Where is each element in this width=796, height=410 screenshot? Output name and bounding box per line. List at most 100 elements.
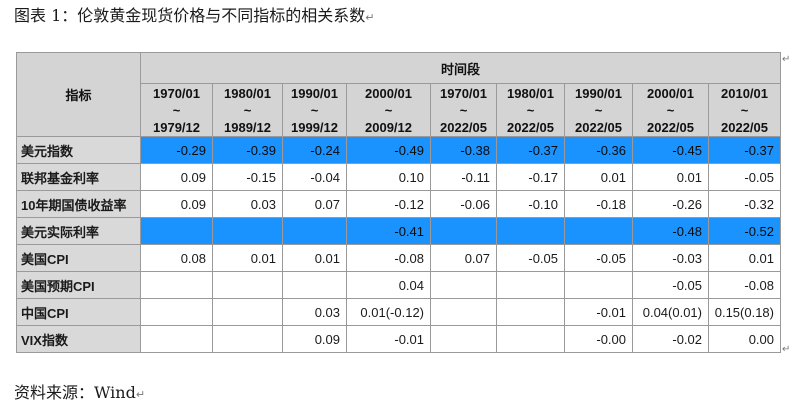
table-row: 美元指数 -0.29 -0.39 -0.24 -0.49 -0.38 -0.37 -0.36-…: [16, 136, 781, 164]
table-cell: [430, 271, 497, 299]
table-cell: -0.12: [346, 190, 431, 218]
table-cell: -0.02: [632, 325, 709, 353]
table-row: VIX指数 0.09 -0.01 -0.00 -0.02 0.00: [16, 325, 781, 353]
table-cell: 0.01: [632, 163, 709, 191]
period-start: 1980/01: [224, 85, 271, 101]
table-cell: -0.29: [140, 136, 213, 164]
table-cell: 0.01: [282, 244, 347, 272]
table-cell: 0.01: [708, 244, 781, 272]
period-sep: ~: [594, 102, 603, 118]
period-end: 2022/05: [507, 119, 554, 135]
figure-caption: 图表 1：伦敦黄金现货价格与不同指标的相关系数↵: [14, 4, 375, 30]
indicator-header: 指标: [16, 52, 141, 137]
caption-text: 图表 1：伦敦黄金现货价格与不同指标的相关系数: [14, 6, 366, 25]
row-label: 美元实际利率: [16, 217, 141, 245]
period-start: 1990/01: [575, 85, 622, 101]
table-cell: [430, 325, 497, 353]
table-cell: -0.05: [496, 244, 565, 272]
table-cell: -0.05: [708, 163, 781, 191]
period-header-3: 2000/01 ~2009/12: [346, 83, 431, 137]
table-cell: -0.26: [632, 190, 709, 218]
table-row: 中国CPI 0.03 0.01(-0.12) -0.01 0.04(0.01) 0.15(…: [16, 298, 781, 326]
table-cell: [140, 298, 213, 326]
table-cell: -0.01: [346, 325, 431, 353]
period-sep: ~: [459, 102, 468, 118]
table-cell: -0.03: [632, 244, 709, 272]
table-row: 美国CPI 0.08 0.01 0.01 -0.08 0.07 -0.05 -0.05 -0.0…: [16, 244, 781, 272]
period-sep: ~: [666, 102, 675, 118]
table-cell: [212, 298, 283, 326]
table-cell: [430, 217, 497, 245]
period-end: 1979/12: [153, 119, 200, 135]
period-end: 1999/12: [291, 119, 338, 135]
table-cell: [140, 271, 213, 299]
period-start: 1970/01: [440, 85, 487, 101]
table-cell: [496, 325, 565, 353]
table-cell: -0.08: [346, 244, 431, 272]
table-cell: -0.37: [708, 136, 781, 164]
period-header-6: 1990/01 ~2022/05: [564, 83, 633, 137]
period-start: 1970/01: [153, 85, 200, 101]
table-cell: 0.01: [212, 244, 283, 272]
table-cell: 0.07: [430, 244, 497, 272]
table-cell: -0.04: [282, 163, 347, 191]
table-cell: [496, 298, 565, 326]
table-cell: -0.17: [496, 163, 565, 191]
table-cell: [212, 217, 283, 245]
table-cell: 0.04(0.01): [632, 298, 709, 326]
period-sep: ~: [740, 102, 749, 118]
row-label: VIX指数: [16, 325, 141, 353]
period-end: 2022/05: [721, 119, 768, 135]
correlation-table: 指标 时间段 1970/01 ~1979/12 1980/01 ~1989/12 199…: [16, 52, 781, 353]
period-header-8: 2010/01 ~2022/05: [708, 83, 781, 137]
table-cell: 0.00: [708, 325, 781, 353]
table-cell: 0.08: [140, 244, 213, 272]
time-period-header: 时间段: [140, 52, 781, 84]
table-cell: -0.37: [496, 136, 565, 164]
period-end: 2009/12: [365, 119, 412, 135]
period-start: 1990/01: [291, 85, 338, 101]
table-cell: -0.48: [632, 217, 709, 245]
period-header-row: 1970/01 ~1979/12 1980/01 ~1989/12 1990/01 ~19…: [17, 83, 781, 137]
correlation-table-wrapper: 指标 时间段 1970/01 ~1979/12 1980/01 ~1989/12 199…: [16, 52, 790, 355]
row-label: 联邦基金利率: [16, 163, 141, 191]
table-cell: -0.06: [430, 190, 497, 218]
table-cell: -0.08: [708, 271, 781, 299]
table-cell: -0.11: [430, 163, 497, 191]
table-cell: 0.03: [282, 298, 347, 326]
table-cell: -0.52: [708, 217, 781, 245]
table-body: 美元指数 -0.29 -0.39 -0.24 -0.49 -0.38 -0.37 -0.36-…: [16, 136, 781, 353]
row-label: 中国CPI: [16, 298, 141, 326]
table-cell: -0.39: [212, 136, 283, 164]
table-cell: -0.32: [708, 190, 781, 218]
table-cell: -0.41: [346, 217, 431, 245]
paragraph-mark-icon: ↵: [135, 388, 146, 401]
table-cell: -0.45: [632, 136, 709, 164]
period-header-0: 1970/01 ~1979/12: [140, 83, 213, 137]
table-cell: -0.05: [564, 244, 633, 272]
period-start: 1980/01: [507, 85, 554, 101]
table-cell: 0.09: [282, 325, 347, 353]
table-row: 美元实际利率 -0.41 -0.48 -0.52: [16, 217, 781, 245]
table-cell: -0.00: [564, 325, 633, 353]
table-cell: -0.10: [496, 190, 565, 218]
table-cell: 0.01(-0.12): [346, 298, 431, 326]
row-label: 美国预期CPI: [16, 271, 141, 299]
period-start: 2000/01: [647, 85, 694, 101]
period-header-1: 1980/01 ~1989/12: [212, 83, 283, 137]
period-header-5: 1980/01 ~2022/05: [496, 83, 565, 137]
table-cell: -0.01: [564, 298, 633, 326]
period-sep: ~: [384, 102, 393, 118]
period-start: 2000/01: [365, 85, 412, 101]
table-cell: -0.24: [282, 136, 347, 164]
table-row: 美国预期CPI 0.04 -0.05 -0.08: [16, 271, 781, 299]
row-label: 美元指数: [16, 136, 141, 164]
table-row: 联邦基金利率 0.09 -0.15 -0.04 0.10 -0.11 -0.17 0.01 0.…: [16, 163, 781, 191]
table-cell: 0.15(0.18): [708, 298, 781, 326]
table-cell: 0.01: [564, 163, 633, 191]
table-cell: -0.38: [430, 136, 497, 164]
row-label: 美国CPI: [16, 244, 141, 272]
table-cell: 0.07: [282, 190, 347, 218]
table-cell: [564, 217, 633, 245]
table-cell: [282, 217, 347, 245]
